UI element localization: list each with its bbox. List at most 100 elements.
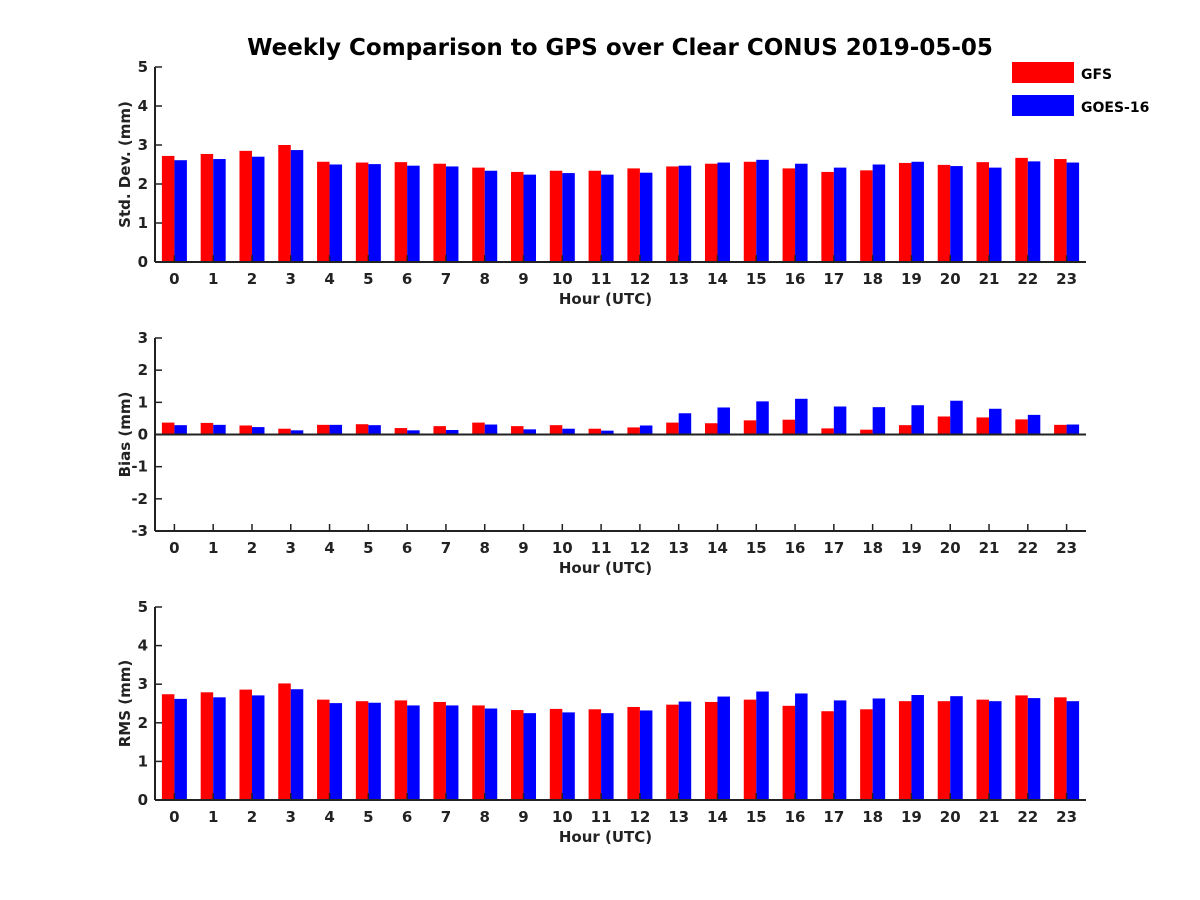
- std-dev-bar-gfs-5: [355, 162, 369, 262]
- rms-bar-goes16-15: [756, 691, 769, 800]
- rms-bar-goes16-23: [1066, 701, 1080, 800]
- std-dev-bar-goes16-21: [989, 167, 1002, 262]
- rms-bar-gfs-11: [588, 709, 602, 800]
- rms-xtick-label: 13: [668, 808, 689, 826]
- bias-bar-gfs-21: [976, 417, 990, 435]
- bias-bar-goes16-4: [329, 424, 343, 435]
- rms-xtick-label: 18: [862, 808, 883, 826]
- bias-xtick-label: 7: [441, 539, 451, 557]
- std-dev-bar-gfs-3: [278, 145, 291, 262]
- rms-bar-gfs-13: [666, 704, 679, 800]
- rms-bar-goes16-6: [407, 705, 420, 800]
- bias-xtick-label: 9: [518, 539, 528, 557]
- bias-xtick-label: 18: [862, 539, 883, 557]
- bias-ytick-label: 1: [138, 393, 148, 411]
- std-dev-bar-goes16-17: [833, 167, 847, 262]
- std-dev-xlabel: Hour (UTC): [559, 290, 652, 308]
- rms-bar-gfs-1: [200, 692, 214, 800]
- std-dev-ytick-label: 1: [138, 214, 148, 232]
- std-dev-xtick-label: 11: [591, 270, 612, 288]
- rms-bar-goes16-2: [251, 695, 265, 800]
- rms-xtick-label: 16: [785, 808, 806, 826]
- std-dev-bar-goes16-20: [950, 166, 963, 262]
- std-dev-bar-gfs-7: [433, 163, 446, 262]
- std-dev-bar-goes16-15: [756, 159, 769, 262]
- rms-bar-goes16-10: [562, 712, 575, 800]
- std-dev-xtick-label: 3: [286, 270, 296, 288]
- std-dev-bar-gfs-15: [743, 161, 757, 262]
- rms-bar-goes16-12: [639, 710, 653, 800]
- bias-bar-goes16-19: [911, 405, 924, 435]
- bias-xtick-label: 5: [363, 539, 373, 557]
- legend-label-gfs: GFS: [1081, 67, 1112, 83]
- bias-bar-gfs-20: [937, 416, 951, 435]
- bias-bar-goes16-1: [213, 424, 226, 435]
- bias-xtick-label: 16: [785, 539, 806, 557]
- std-dev-bar-gfs-23: [1054, 159, 1067, 262]
- bias-xtick-label: 21: [979, 539, 1000, 557]
- bias-bar-gfs-11: [588, 428, 602, 435]
- rms-bar-gfs-4: [317, 699, 330, 800]
- bias-bar-gfs-5: [355, 424, 369, 435]
- std-dev-bar-goes16-14: [717, 162, 730, 262]
- rms-bar-goes16-16: [795, 693, 808, 800]
- bias-ytick-label: -1: [131, 458, 148, 476]
- bias-xtick-label: 23: [1056, 539, 1077, 557]
- bias-bar-goes16-6: [407, 430, 420, 435]
- bias-xtick-label: 11: [591, 539, 612, 557]
- bias-bar-goes16-16: [795, 398, 808, 435]
- rms-xtick-label: 9: [518, 808, 528, 826]
- rms-xtick-label: 1: [208, 808, 218, 826]
- bias-bar-goes16-2: [251, 427, 265, 435]
- rms-bar-goes16-4: [329, 703, 343, 800]
- bias-xtick-label: 15: [746, 539, 767, 557]
- rms-bar-goes16-11: [601, 713, 614, 800]
- rms-xtick-label: 4: [324, 808, 334, 826]
- rms-xtick-label: 12: [629, 808, 650, 826]
- rms-xtick-label: 6: [402, 808, 412, 826]
- std-dev-bar-goes16-16: [795, 163, 808, 262]
- rms-bar-goes16-19: [911, 695, 924, 800]
- bias-bar-goes16-14: [717, 407, 730, 435]
- rms-bar-gfs-18: [860, 709, 873, 800]
- std-dev-xtick-label: 5: [363, 270, 373, 288]
- std-dev-bar-goes16-1: [213, 159, 226, 262]
- std-dev-xtick-label: 10: [552, 270, 573, 288]
- rms-bar-gfs-2: [239, 689, 252, 800]
- std-dev-bar-goes16-23: [1066, 162, 1080, 262]
- std-dev-xtick-label: 20: [940, 270, 961, 288]
- std-dev-bar-goes16-10: [562, 173, 575, 262]
- std-dev-bar-gfs-14: [704, 163, 718, 262]
- rms-xtick-label: 23: [1056, 808, 1077, 826]
- rms-bar-gfs-8: [472, 705, 485, 800]
- rms-bar-gfs-16: [782, 705, 796, 800]
- rms-xtick-label: 7: [441, 808, 451, 826]
- std-dev-ytick-label: 2: [138, 175, 148, 193]
- rms-xtick-label: 11: [591, 808, 612, 826]
- bias-bar-goes16-17: [833, 406, 847, 435]
- bias-xtick-label: 19: [901, 539, 922, 557]
- rms-xtick-label: 3: [286, 808, 296, 826]
- bias-bar-gfs-17: [821, 428, 834, 435]
- bias-ytick-label: 2: [138, 361, 148, 379]
- legend: GFS GOES-16: [1012, 62, 1149, 116]
- bias-bar-goes16-23: [1066, 424, 1080, 435]
- bias-xtick-label: 8: [480, 539, 490, 557]
- std-dev-bar-goes16-0: [174, 160, 187, 262]
- rms-ytick-label: 2: [138, 714, 148, 732]
- rms-xtick-label: 5: [363, 808, 373, 826]
- bias-bar-gfs-4: [317, 424, 330, 435]
- std-dev-bar-goes16-5: [368, 164, 381, 262]
- rms-bar-goes16-3: [290, 689, 304, 800]
- bias-bar-goes16-9: [523, 429, 537, 435]
- bias-xtick-label: 0: [169, 539, 179, 557]
- rms-xtick-label: 21: [979, 808, 1000, 826]
- std-dev-xtick-label: 4: [324, 270, 334, 288]
- rms-ytick-label: 3: [138, 675, 148, 693]
- rms-bar-goes16-5: [368, 702, 381, 800]
- std-dev-bar-goes16-4: [329, 164, 343, 262]
- std-dev-xtick-label: 23: [1056, 270, 1077, 288]
- std-dev-bar-gfs-11: [588, 170, 602, 262]
- rms-bar-goes16-21: [989, 701, 1002, 800]
- bias-bar-gfs-22: [1015, 419, 1028, 435]
